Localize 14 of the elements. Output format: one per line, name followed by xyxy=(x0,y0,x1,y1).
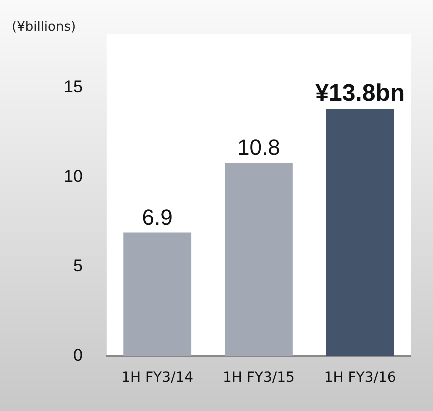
y-tick-label: 15 xyxy=(64,78,83,97)
bar xyxy=(326,109,394,356)
bar xyxy=(225,163,293,356)
bar xyxy=(124,232,192,356)
data-label: ¥13.8bn xyxy=(316,80,406,107)
x-tick-label: 1H FY3/15 xyxy=(222,370,295,386)
data-label: 10.8 xyxy=(238,135,280,160)
y-axis-title: (¥billions) xyxy=(12,20,76,35)
x-tick-label: 1H FY3/14 xyxy=(122,370,194,386)
y-tick-label: 10 xyxy=(64,167,83,186)
y-tick-label: 0 xyxy=(73,346,83,365)
y-tick-label: 5 xyxy=(73,256,83,276)
x-tick-label: 1H FY3/16 xyxy=(324,370,396,386)
data-label: 6.9 xyxy=(142,204,173,230)
